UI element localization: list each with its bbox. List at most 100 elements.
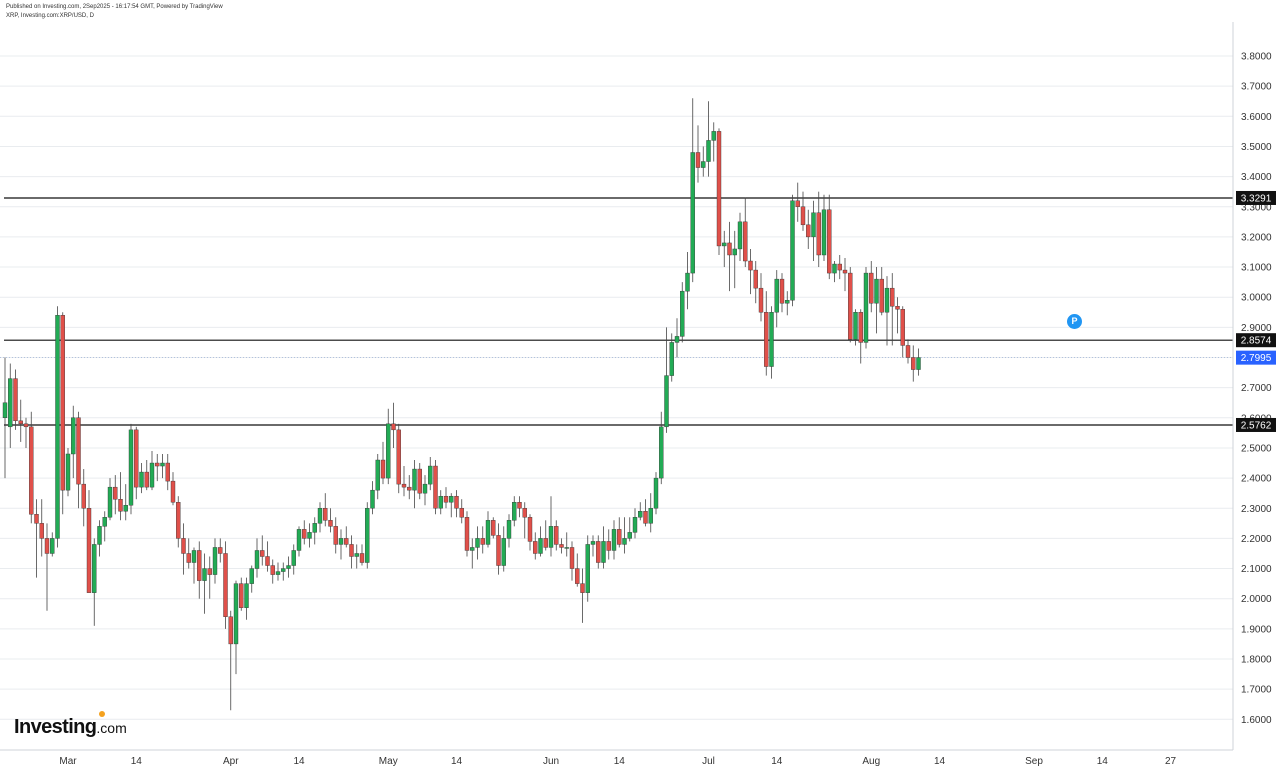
candle-down [223,541,228,629]
candle-body [517,502,522,509]
candle-up [50,532,55,557]
candle-body [748,260,753,271]
candle-up [438,490,443,515]
candle-up [160,453,165,479]
candle-body [522,508,527,518]
candle-body [790,200,795,301]
candle-down [76,411,81,509]
candle-body [212,547,218,575]
logo-brand: Investing [14,716,97,738]
candle-body [869,272,874,304]
candle-down [764,291,769,376]
y-tick-label: 3.5000 [1241,142,1272,153]
candle-up [254,538,260,578]
candle-up [470,538,475,569]
candle-up [853,309,858,346]
candle-body [149,462,155,488]
candle-body [328,520,333,527]
candle-body [643,511,648,524]
candle-down [716,128,722,255]
candle-down [144,460,149,491]
candle-body [690,152,695,274]
candle-down [134,426,139,500]
candle-body [832,263,837,274]
candle-body [501,538,506,566]
candle-up [884,276,890,346]
y-tick-label: 3.0000 [1241,293,1272,304]
candle-up [659,411,664,485]
candle-body [338,538,344,545]
candle-body [863,272,869,343]
candle-up [291,544,296,575]
level-label-bg [1236,333,1276,348]
candle-body [65,453,71,491]
p-marker[interactable]: P [1067,314,1082,329]
candle-body [380,459,386,479]
candle-body [596,541,601,563]
published-info: Published on Investing.com, 2Sep2025 - 1… [6,4,223,10]
x-tick-label: Aug [862,756,880,767]
x-tick-label: Jul [702,756,715,767]
candle-body [575,568,580,584]
candle-up [832,261,837,283]
candles [2,98,921,711]
candle-body [202,568,207,581]
candle-down [806,209,811,249]
candle-body [239,583,244,608]
candle-body [18,420,23,425]
candle-body [233,583,239,645]
candle-up [375,453,380,500]
candle-body [165,462,170,482]
candle-body [176,502,181,539]
candle-body [911,357,916,370]
candle-body [470,547,475,551]
candle-body [181,538,186,554]
candle-down [779,273,785,313]
candle-body [821,209,827,256]
candle-up [244,577,249,620]
candle-body [349,544,354,557]
price-labels: 3.3291 2.8574 2.5762 2.7995 [1236,190,1276,432]
candle-up [638,502,643,521]
candle-body [81,483,86,509]
candle-up [506,514,512,548]
candle-up [653,472,659,515]
candle-down [391,402,396,448]
candle-down [911,345,916,382]
candle-body [580,583,585,593]
candle-body [265,556,270,566]
candle-up [202,553,207,614]
candle-up [611,520,617,560]
candle-down [207,556,212,599]
candle-up [863,267,869,349]
candle-body [884,287,890,313]
candle-body [611,529,617,551]
candle-body [197,550,202,581]
candle-body [506,520,512,539]
candle-down [344,526,349,548]
candle-body [160,462,165,467]
candle-body [879,278,884,313]
candle-body [638,511,643,518]
price-axis: 1.6000 1.7000 1.8000 1.9000 2.0000 2.1000 2.20… [1241,52,1272,726]
candle-up [149,450,155,491]
candle-up [449,493,454,518]
y-tick-label: 2.2000 [1241,534,1272,545]
y-tick-label: 3.7000 [1241,82,1272,93]
y-tick-label: 3.2000 [1241,232,1272,243]
candle-body [86,508,92,593]
candle-down [758,273,764,322]
candle-body [664,375,669,428]
candle-up [428,456,433,491]
candle-body [317,508,323,524]
candle-body [422,483,428,494]
candle-up [107,478,113,521]
candle-body [296,529,302,551]
candle-up [233,580,239,675]
candle-down [527,514,533,551]
candle-body [307,532,312,539]
candle-body [438,495,443,509]
candle-down [905,339,911,364]
x-tick-label: Mar [59,756,77,767]
